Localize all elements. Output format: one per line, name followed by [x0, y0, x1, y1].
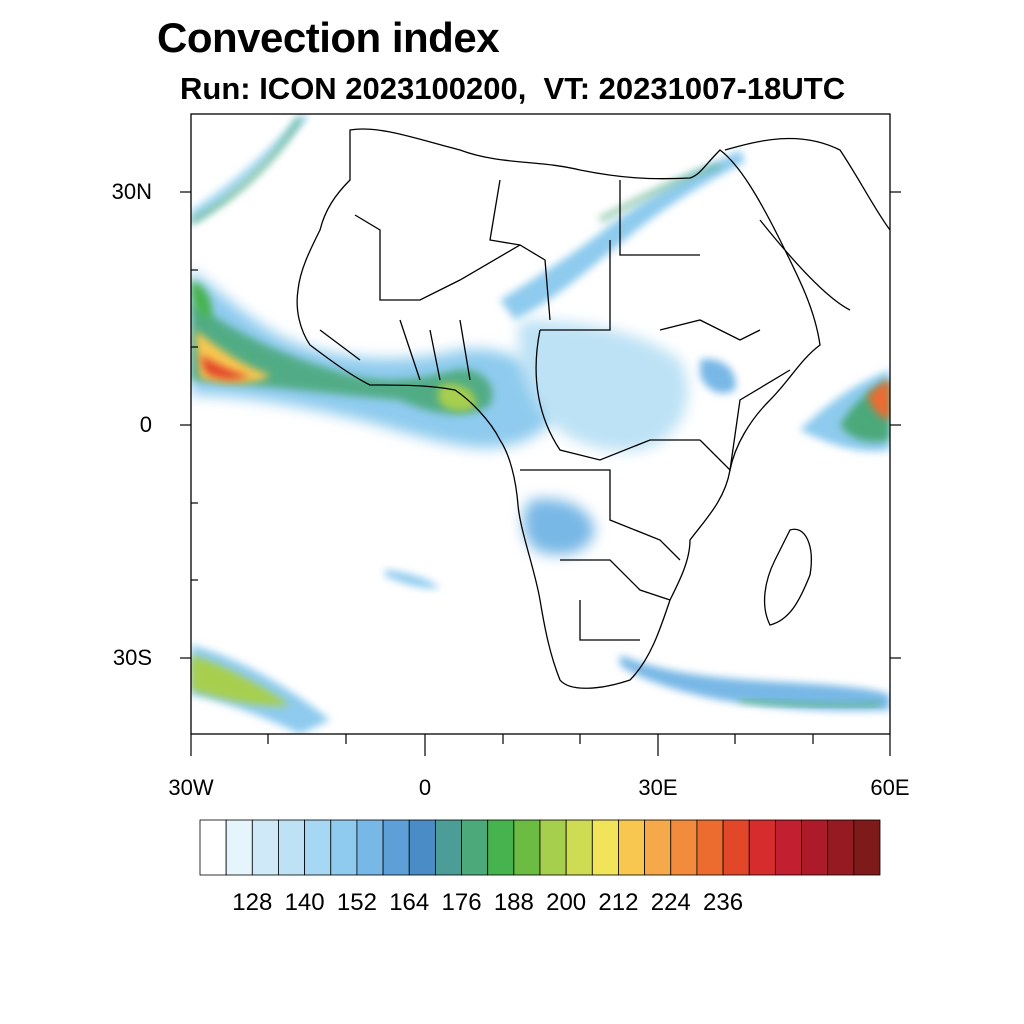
border [560, 559, 671, 601]
colorbar-label: 188 [493, 889, 534, 916]
colorbar-swatch [356, 819, 384, 876]
border [319, 319, 471, 381]
colorbar-label: 236 [703, 889, 744, 916]
map-title: Convection index [157, 14, 500, 61]
lon-label-30w: 30W [168, 775, 214, 800]
colorbar-swatch [670, 819, 698, 876]
convection-patch [385, 570, 440, 589]
lat-label-0: 0 [139, 412, 152, 437]
colorbar-label: 176 [441, 889, 482, 916]
border [579, 600, 640, 641]
map-subtitle: Run: ICON 2023100200, VT: 20231007-18UTC [180, 71, 846, 106]
colorbar-swatch [487, 819, 515, 876]
colorbar-label: 200 [546, 889, 587, 916]
border [659, 319, 761, 341]
madagascar-coastline [763, 528, 812, 626]
lat-label-30s: 30S [112, 645, 152, 670]
convection-field [191, 115, 890, 734]
border [535, 329, 700, 461]
convection-patch [438, 383, 476, 412]
convection-patch [200, 355, 250, 380]
colorbar-label: 164 [389, 889, 430, 916]
colorbar-swatch [696, 819, 724, 876]
colorbar-swatch [434, 819, 462, 876]
convection-patch [191, 280, 212, 320]
convection-patch [500, 150, 745, 320]
colorbar-swatch [827, 819, 855, 876]
border [354, 214, 551, 321]
lon-label-30e: 30E [638, 775, 678, 800]
colorbar-swatch [408, 819, 436, 876]
colorbar-swatch [565, 819, 593, 876]
border [489, 179, 521, 246]
convection-patch [191, 115, 310, 225]
colorbar-swatch [251, 819, 279, 876]
colorbar-swatch [513, 819, 541, 876]
colorbar-label: 128 [232, 889, 273, 916]
colorbar-swatch [618, 819, 646, 876]
arabia-coastline [724, 137, 890, 311]
coastlines-borders [296, 128, 890, 689]
border [540, 240, 611, 331]
border [699, 369, 791, 472]
colorbar-swatch [539, 819, 567, 876]
colorbar-swatch [461, 819, 489, 876]
colorbar-swatch [774, 819, 802, 876]
colorbar-swatch [225, 819, 253, 876]
plot-frame [190, 113, 891, 735]
colorbar-swatch [801, 819, 829, 876]
colorbar-swatch [304, 819, 332, 876]
lat-label-30n: 30N [111, 179, 152, 204]
colorbar-swatch [853, 819, 881, 876]
axis-ticks [180, 191, 901, 756]
lon-label-60e: 60E [870, 775, 910, 800]
border [619, 180, 700, 256]
convection-patch [700, 359, 736, 394]
colorbar-swatch [382, 819, 410, 876]
convection-patch [598, 162, 721, 223]
colorbar-label: 212 [598, 889, 639, 916]
border [520, 469, 681, 561]
colorbar-label: 224 [650, 889, 691, 916]
colorbar-swatch [591, 819, 619, 876]
colorbar-swatch [278, 819, 306, 876]
convection-patch [518, 320, 688, 451]
convection-patch [739, 698, 881, 709]
colorbar-swatch [199, 819, 227, 876]
convection-patch [620, 655, 890, 711]
colorbar [199, 819, 881, 876]
convection-patch [191, 655, 290, 706]
colorbar-swatch [722, 819, 750, 876]
colorbar-swatch [748, 819, 776, 876]
colorbar-label: 152 [336, 889, 377, 916]
colorbar-label: 140 [284, 889, 325, 916]
lon-label-0: 0 [418, 775, 432, 800]
convection-patch [868, 380, 890, 420]
convection-patch [191, 116, 303, 225]
colorbar-swatch [644, 819, 672, 876]
convection-patch [523, 498, 595, 555]
colorbar-swatch [330, 819, 358, 876]
